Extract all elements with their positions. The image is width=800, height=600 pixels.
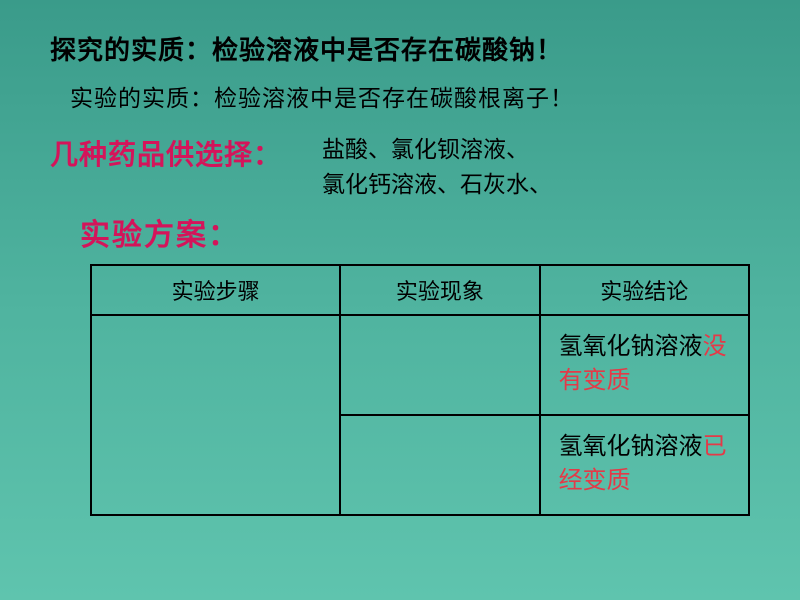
header-phenomenon: 实验现象 <box>340 265 539 315</box>
phenomenon-cell-2 <box>340 415 539 515</box>
experiment-table: 实验步骤 实验现象 实验结论 氢氧化钠溶液没有变质 氢氧化钠溶液已经变质 <box>90 264 750 516</box>
conclusion-cell-2: 氢氧化钠溶液已经变质 <box>540 415 749 515</box>
essence-line-2: 实验的实质：检验溶液中是否存在碳酸根离子！ <box>70 79 750 113</box>
reagent-line-2: 氯化钙溶液、石灰水、 <box>322 168 552 203</box>
reagent-line-1: 盐酸、氯化钡溶液、 <box>322 133 552 168</box>
result1-prefix: 氢氧化钠溶液 <box>559 334 703 360</box>
header-steps: 实验步骤 <box>91 265 340 315</box>
table-header-row: 实验步骤 实验现象 实验结论 <box>91 265 749 315</box>
reagent-select-label: 几种药品供选择： <box>50 133 282 173</box>
result2-prefix: 氢氧化钠溶液 <box>559 434 703 460</box>
conclusion-cell-1: 氢氧化钠溶液没有变质 <box>540 315 749 415</box>
steps-cell <box>91 315 340 515</box>
header-conclusion: 实验结论 <box>540 265 749 315</box>
plan-label: 实验方案： <box>80 210 750 254</box>
reagent-list: 盐酸、氯化钡溶液、 氯化钙溶液、石灰水、 <box>322 133 552 202</box>
essence-line-1: 探究的实质：检验溶液中是否存在碳酸钠！ <box>50 30 750 67</box>
phenomenon-cell-1 <box>340 315 539 415</box>
table-row: 氢氧化钠溶液没有变质 <box>91 315 749 415</box>
